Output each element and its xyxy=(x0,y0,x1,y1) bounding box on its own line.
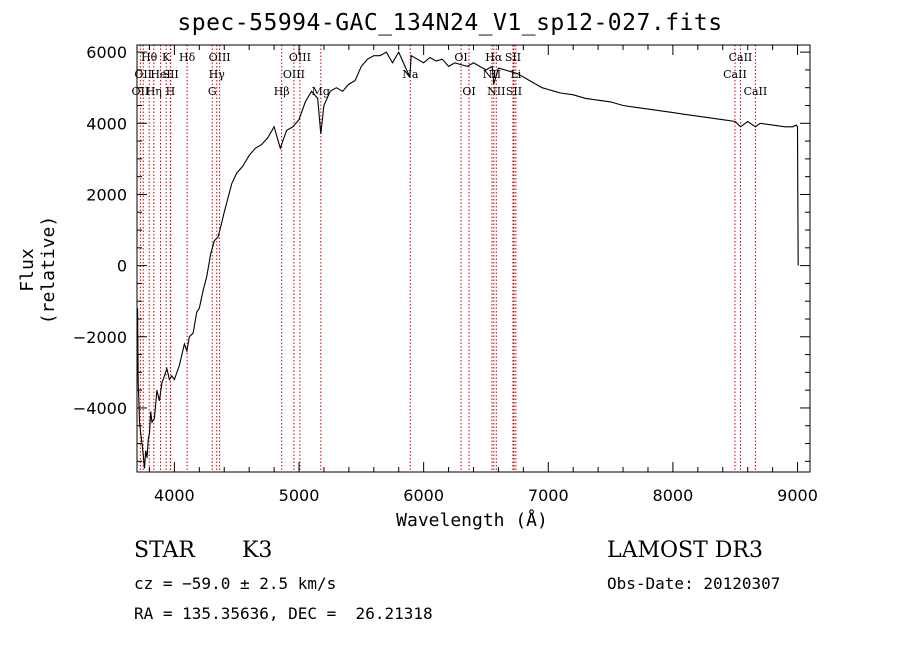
spectral-line-label-8: Hδ xyxy=(179,51,196,64)
y-tick-label-4: 4000 xyxy=(86,114,127,133)
y-axis-ticks: −4000 −2000 0 2000 4000 6000 xyxy=(73,43,810,462)
spectral-line-label-5: K xyxy=(162,51,171,64)
x-tick-label-2: 6000 xyxy=(403,486,444,505)
sky-coordinates: RA = 135.35636, DEC = 26.21318 xyxy=(134,604,433,623)
spectral-line-label-26: CaII xyxy=(729,51,753,64)
y-tick-label-2: 0 xyxy=(117,257,127,276)
chart-title: spec-55994-GAC_134N24_V1_sp12-027.fits xyxy=(177,10,723,36)
spectral-line-label-6: H xyxy=(166,85,176,98)
spectral-line-label-2: Hθ xyxy=(141,51,158,64)
x-tick-label-4: 8000 xyxy=(653,486,694,505)
y-tick-label-1: −2000 xyxy=(73,328,127,347)
object-subclass: K3 xyxy=(242,538,273,563)
x-axis-label: Wavelength (Å) xyxy=(396,510,548,531)
survey-name: LAMOST DR3 xyxy=(607,538,763,563)
x-tick-label-5: 9000 xyxy=(777,486,818,505)
spectral-line-label-22: SII xyxy=(505,51,521,64)
spectral-line-label-3: Hη xyxy=(146,85,162,98)
spectral-line-label-13: OIII xyxy=(283,68,305,81)
spectral-line-label-14: OIII xyxy=(289,51,311,64)
plot-frame xyxy=(136,44,811,473)
spectral-line-label-9: G xyxy=(208,85,217,98)
spectral-line-label-7: SII xyxy=(163,68,179,81)
spectrum-series-flux xyxy=(136,50,799,469)
spectral-line-label-10: Hγ xyxy=(209,68,226,81)
spectral-line-label-17: OI xyxy=(454,51,467,64)
spectral-line-label-27: CaII xyxy=(744,85,768,98)
spectral-line-label-21: NII xyxy=(487,85,505,98)
spectral-line-label-18: OI xyxy=(462,85,475,98)
observation-date: Obs-Date: 20120307 xyxy=(607,574,781,593)
spectral-line-label-19: NII xyxy=(483,68,501,81)
y-tick-label-5: 6000 xyxy=(86,43,127,62)
spectral-line-label-20: Hα xyxy=(485,51,503,64)
spectral-line-label-12: Hβ xyxy=(274,85,290,98)
y-tick-label-3: 2000 xyxy=(86,185,127,204)
spectral-line-label-0: OII xyxy=(132,85,150,98)
spectral-line-label-25: CaII xyxy=(723,68,747,81)
spectral-line-markers xyxy=(139,45,756,472)
object-class: STAR xyxy=(134,538,195,563)
spectral-line-label-15: Mg xyxy=(312,85,330,98)
x-tick-label-1: 5000 xyxy=(279,486,320,505)
x-tick-label-3: 7000 xyxy=(528,486,569,505)
x-tick-label-0: 4000 xyxy=(154,486,195,505)
y-axis-label: Flux (relative) xyxy=(17,215,59,325)
spectral-line-label-11: OIII xyxy=(209,51,231,64)
y-tick-label-0: −4000 xyxy=(73,399,127,418)
spectral-line-labels: OIIOIIHθHηHeIKHSIIHδGHγOIIIHβOIIIOIIIMgN… xyxy=(132,51,768,98)
spectral-line-label-4: HeI xyxy=(150,68,170,81)
spectral-line-label-24: Li xyxy=(510,68,521,81)
spectral-line-label-23: SII xyxy=(506,85,522,98)
x-axis-ticks: 4000 5000 6000 7000 8000 9000 xyxy=(148,45,818,505)
spectral-line-label-1: OII xyxy=(134,68,152,81)
redshift-velocity: cz = −59.0 ± 2.5 km/s xyxy=(134,574,337,593)
